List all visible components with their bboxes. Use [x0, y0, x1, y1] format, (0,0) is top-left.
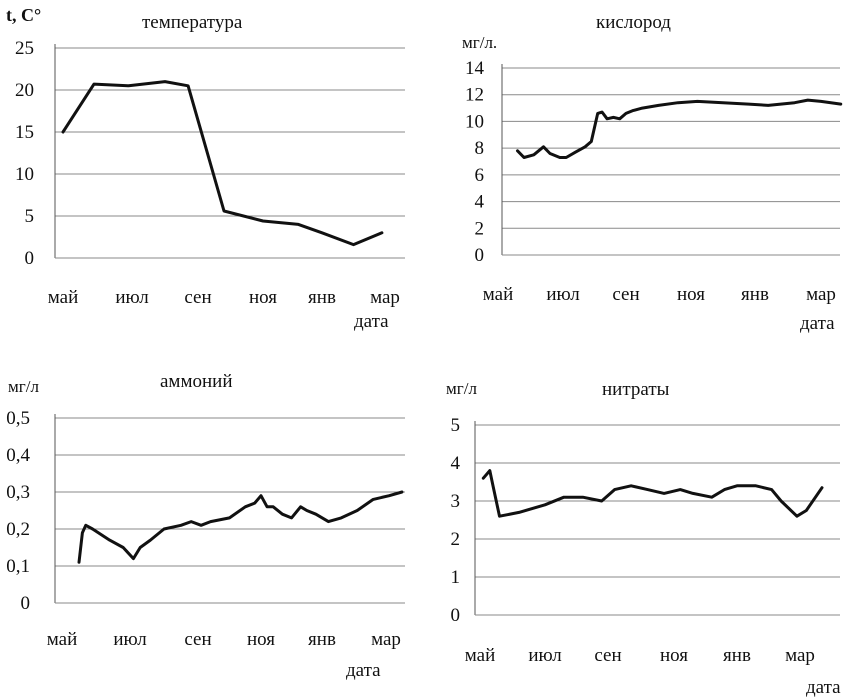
chart-plot-oxygen: 0 2 4 6 8 10 12 14 май июл сен ноя янв мар — [465, 58, 843, 305]
y-tick-label: 4 — [451, 453, 461, 474]
y-tick-label: 0 — [451, 605, 461, 626]
series-line — [481, 469, 824, 518]
chart-plot-ammonium: 0 0,1 0,2 0,3 0,4 0,5 май июл сен ноя янв мар — [6, 408, 405, 650]
y-tick-label: 4 — [475, 192, 485, 213]
chart-plot-nitrates: 0 1 2 3 4 5 май июл сен ноя янв мар — [451, 415, 840, 666]
x-tick-label: янв — [308, 287, 336, 308]
y-tick-label: 2 — [475, 218, 485, 239]
y-tick-label: 5 — [25, 206, 35, 227]
y-tick-label: 2 — [451, 529, 461, 550]
x-tick-label: сен — [184, 629, 211, 650]
y-axis-label: мг/л — [446, 379, 477, 398]
y-tick-label: 15 — [15, 122, 34, 143]
x-tick-label: май — [47, 629, 78, 650]
x-tick-label: июл — [528, 645, 562, 666]
series-line — [61, 80, 384, 247]
y-axis-label: t, C° — [6, 5, 42, 25]
x-tick-label: июл — [546, 284, 580, 305]
x-tick-label: сен — [594, 645, 621, 666]
series-line — [77, 490, 404, 564]
x-tick-label: май — [483, 284, 514, 305]
series-line — [516, 98, 843, 159]
y-tick-label: 14 — [465, 58, 485, 79]
y-tick-label: 0,4 — [6, 445, 30, 466]
x-tick-label: июл — [115, 287, 149, 308]
x-axis-label: дата — [806, 677, 841, 698]
y-tick-label: 1 — [451, 567, 461, 588]
y-tick-label: 25 — [15, 38, 34, 59]
y-axis-label: мг/л. — [462, 33, 498, 52]
y-tick-label: 0 — [475, 245, 485, 266]
chart-oxygen: кислород мг/л. 0 2 4 6 8 10 12 14 май июл сен ноя ян… — [430, 0, 856, 345]
x-tick-label: ноя — [247, 629, 275, 650]
x-tick-label: янв — [308, 629, 336, 650]
x-tick-label: май — [465, 645, 496, 666]
y-tick-label: 0,3 — [6, 482, 30, 503]
x-tick-label: май — [48, 287, 79, 308]
y-tick-label: 6 — [475, 165, 485, 186]
y-tick-label: 0,5 — [6, 408, 30, 429]
x-tick-label: янв — [741, 284, 769, 305]
x-tick-label: мар — [370, 287, 400, 308]
x-tick-label: мар — [806, 284, 836, 305]
chart-title: температура — [142, 12, 243, 33]
x-tick-label: сен — [184, 287, 211, 308]
x-tick-label: мар — [371, 629, 401, 650]
x-axis-label: дата — [354, 311, 389, 332]
y-tick-label: 5 — [451, 415, 461, 436]
chart-title: кислород — [596, 12, 671, 33]
chart-nitrates: мг/л нитраты 0 1 2 3 4 5 май июл сен ноя янв мар да… — [430, 355, 856, 698]
y-tick-label: 20 — [15, 80, 34, 101]
x-tick-label: ноя — [660, 645, 688, 666]
x-tick-label: ноя — [677, 284, 705, 305]
y-tick-label: 0,2 — [6, 519, 30, 540]
x-tick-label: янв — [723, 645, 751, 666]
y-tick-label: 0 — [25, 248, 35, 269]
y-tick-label: 10 — [15, 164, 34, 185]
y-tick-label: 8 — [475, 138, 485, 159]
y-tick-label: 3 — [451, 491, 461, 512]
x-tick-label: сен — [612, 284, 639, 305]
chart-plot-temperature: 0 5 10 15 20 25 май июл сен ноя янв мар — [15, 38, 405, 308]
x-tick-label: ноя — [249, 287, 277, 308]
y-tick-label: 0 — [21, 593, 31, 614]
x-axis-label: дата — [346, 660, 381, 681]
y-tick-label: 12 — [465, 85, 484, 106]
chart-ammonium: мг/л аммоний 0 0,1 0,2 0,3 0,4 0,5 май июл сен но… — [0, 355, 420, 697]
x-tick-label: мар — [785, 645, 815, 666]
y-tick-label: 0,1 — [6, 556, 30, 577]
x-axis-label: дата — [800, 313, 835, 334]
chart-temperature: t, C° температура 0 5 10 15 20 25 май июл сен ноя… — [0, 0, 420, 340]
x-tick-label: июл — [113, 629, 147, 650]
y-tick-label: 10 — [465, 111, 484, 132]
chart-title: аммоний — [160, 371, 233, 392]
y-axis-label: мг/л — [8, 377, 39, 396]
chart-title: нитраты — [602, 379, 670, 400]
